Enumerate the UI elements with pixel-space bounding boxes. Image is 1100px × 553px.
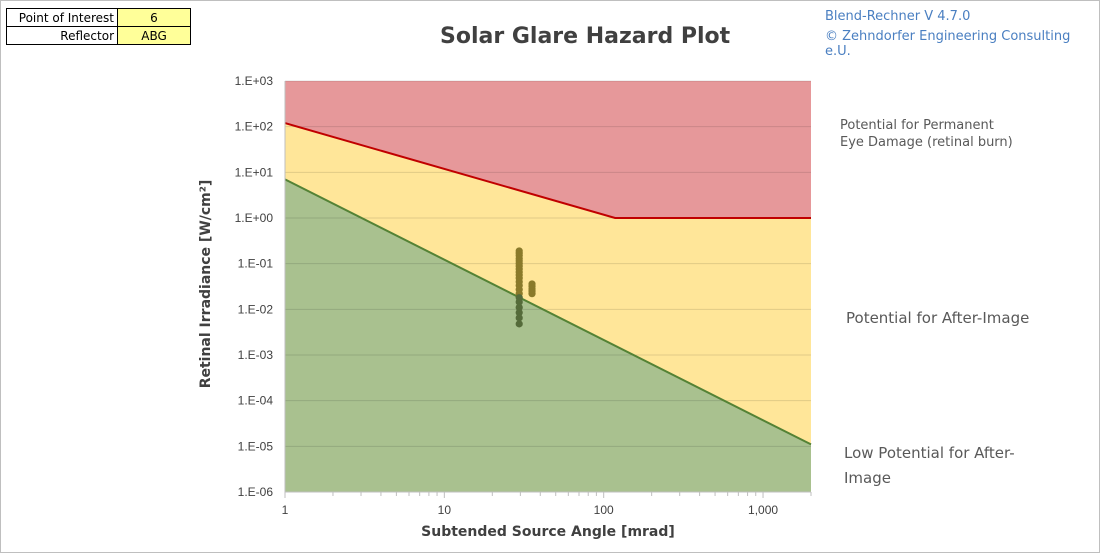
y-tick-label: 1.E+00 [235, 211, 274, 225]
x-tick-label: 100 [594, 503, 614, 517]
data-points [515, 247, 536, 328]
permanent-damage-line2: Eye Damage (retinal burn) [840, 135, 1013, 150]
data-point [515, 303, 523, 312]
gridlines [285, 80, 811, 493]
low-potential-line2: Image [844, 469, 891, 487]
x-tick-label: 1,000 [748, 503, 778, 517]
burn-threshold-line [284, 122, 811, 219]
x-tick-labels: 1 10 100 1,000 [282, 503, 779, 517]
y-axis-title: Retinal Irradiance [W/cm²] [198, 180, 214, 389]
data-point [515, 298, 523, 306]
x-tick-label: 1 [282, 503, 289, 517]
data-point [515, 308, 523, 317]
y-tick-label: 1.E-02 [238, 302, 274, 316]
y-tick-label: 1.E-03 [238, 348, 274, 362]
low-potential-zone [285, 179, 811, 492]
data-point [515, 314, 523, 322]
y-tick-label: 1.E+02 [235, 120, 274, 134]
info-row-reflector: Reflector ABG [6, 26, 191, 45]
after-image-label: Potential for After-Image [846, 309, 1030, 327]
permanent-damage-line1: Potential for Permanent [840, 118, 994, 133]
chart-title: Solar Glare Hazard Plot [440, 24, 731, 49]
version-credit: Blend-Rechner V 4.7.0 [825, 9, 971, 24]
reflector-label: Reflector [6, 26, 118, 45]
y-tick-label: 1.E+03 [235, 74, 274, 88]
data-point [515, 320, 523, 328]
poi-label: Point of Interest [6, 8, 118, 27]
y-tick-label: 1.E-06 [238, 485, 274, 499]
permanent-damage-label: Potential for Permanent Eye Damage (reti… [840, 117, 1013, 151]
hazard-zones [285, 81, 811, 492]
y-tick-label: 1.E-04 [238, 394, 274, 408]
y-tick-labels: 1.E+03 1.E+02 1.E+01 1.E+00 1.E-01 1.E-02 1.E-… [235, 74, 274, 499]
reflector-value: ABG [117, 26, 191, 45]
after-image-zone [285, 123, 811, 445]
company-credit: © Zehndorfer Engineering Consulting e.U. [825, 29, 1071, 59]
y-tick-label: 1.E-01 [238, 257, 274, 271]
permanent-damage-zone [285, 81, 811, 218]
threshold-lines [284, 122, 812, 446]
data-point [528, 290, 536, 298]
low-potential-label: Low Potential for After- Image [844, 441, 1015, 491]
y-tick-label: 1.E+01 [235, 165, 274, 179]
low-potential-line1: Low Potential for After- [844, 444, 1015, 462]
after-image-threshold-line [284, 178, 812, 446]
info-table: Point of Interest 6 Reflector ABG [6, 8, 191, 45]
x-axis-title: Subtended Source Angle [mrad] [421, 524, 675, 540]
y-tick-label: 1.E-05 [238, 439, 274, 453]
x-tick-label: 10 [438, 503, 452, 517]
axes [284, 81, 812, 498]
